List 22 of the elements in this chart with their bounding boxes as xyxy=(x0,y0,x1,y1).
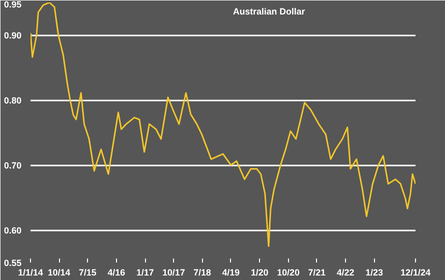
x-tick-label: 4/16 xyxy=(108,268,126,278)
y-tick-label: 0.80 xyxy=(4,96,22,106)
x-tick-label: 1/17 xyxy=(136,268,154,278)
x-tick-label: 4/19 xyxy=(222,268,240,278)
y-tick-label: 0.95 xyxy=(4,0,22,10)
x-tick-label: 1/1/14 xyxy=(18,268,44,278)
x-tick-label: 10/17 xyxy=(162,268,185,278)
y-tick-label: 0.90 xyxy=(4,30,22,40)
x-tick-label: 7/21 xyxy=(308,268,326,278)
x-tick-label: 4/22 xyxy=(336,268,354,278)
x-tick-label: 1/20 xyxy=(250,268,268,278)
x-tick-label: 1/23 xyxy=(366,268,384,278)
x-tick-label: 12/1/24 xyxy=(400,268,431,278)
y-tick-label: 0.70 xyxy=(4,160,22,170)
x-tick-label: 10/20 xyxy=(277,268,300,278)
y-tick-label: 0.60 xyxy=(4,226,22,236)
x-tick-label: 7/18 xyxy=(193,268,212,278)
x-tick-label: 7/15 xyxy=(78,268,96,278)
x-tick-label: 10/14 xyxy=(48,268,70,278)
chart-title: Australian Dollar xyxy=(233,6,306,16)
line-series xyxy=(30,2,416,247)
y-tick-label: 0.55 xyxy=(4,258,22,268)
